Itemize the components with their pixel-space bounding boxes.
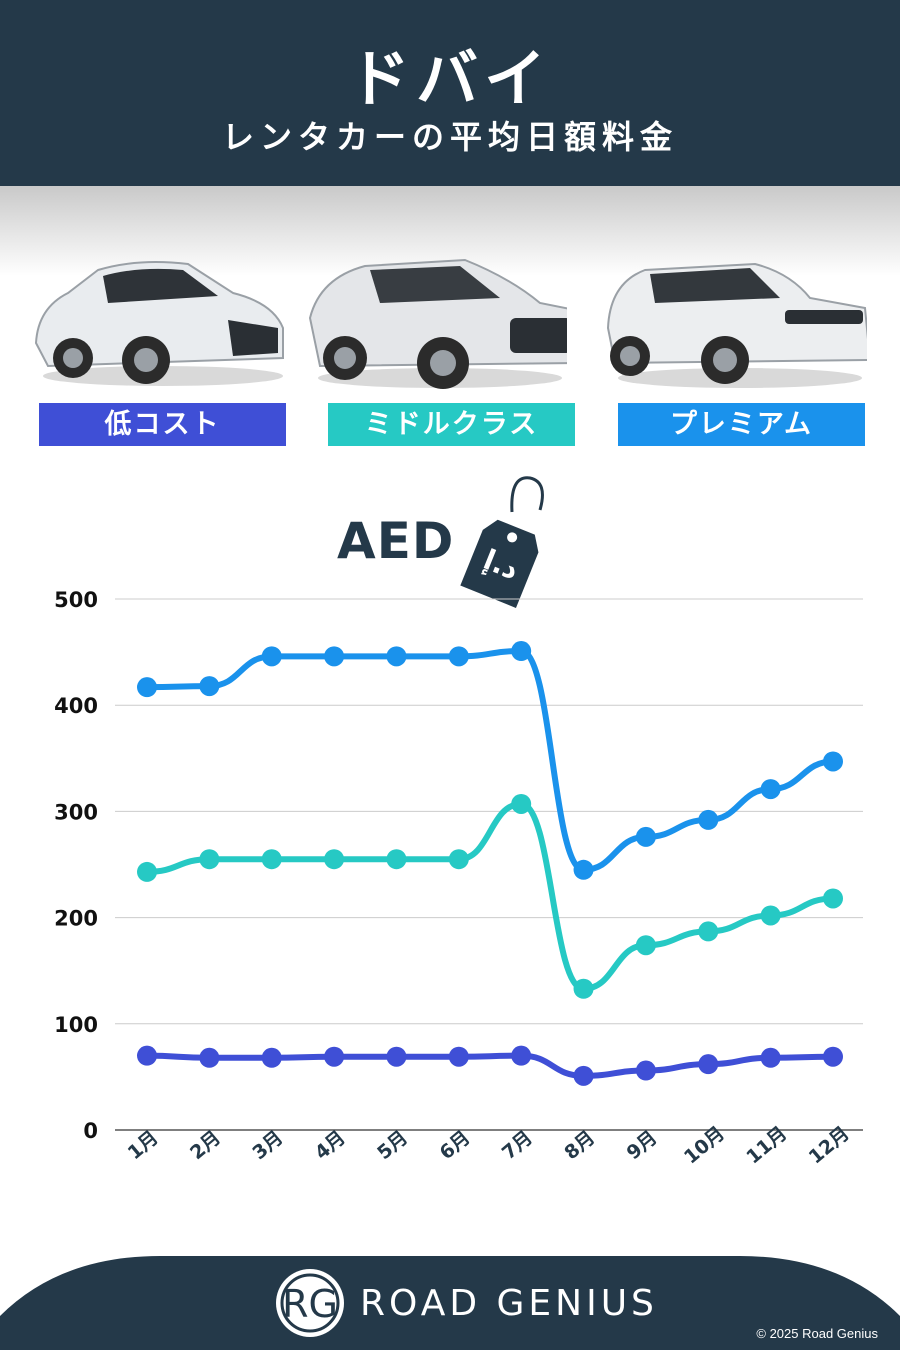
data-point [448,849,469,870]
data-point [760,779,781,800]
footer-banner: RG [0,1256,900,1350]
data-point [137,1045,157,1066]
brand-name: ROAD GENIUS [360,1283,658,1324]
y-tick-label: 500 [54,588,98,612]
x-tick-label: 3月 [248,1127,287,1165]
y-tick-label: 400 [54,694,98,718]
logo-mark: RG [282,1282,338,1326]
data-point [324,646,345,667]
data-point [324,1046,345,1067]
category-label-text: ミドルクラス [364,409,539,440]
x-tick-label: 8月 [560,1127,599,1165]
data-point [261,646,282,667]
data-point [261,849,282,870]
x-tick-label: 6月 [436,1127,475,1165]
x-tick-label: 2月 [186,1127,225,1165]
data-point [511,793,532,814]
header-banner: ドバイ レンタカーの平均日額料金 [0,0,900,186]
premium-suv-car-image [606,262,867,388]
category-label-premium: プレミアム [618,403,865,446]
data-point [448,1046,469,1067]
chart-series [137,641,843,1086]
data-point [760,1047,781,1068]
data-point [573,1065,594,1086]
data-point [698,921,719,942]
data-point [137,861,157,882]
data-point [823,751,843,772]
x-tick-label: 9月 [623,1127,662,1165]
data-point [448,646,469,667]
data-point [386,849,407,870]
category-label-mid-class: ミドルクラス [328,403,575,446]
price-tag-icon: د.إ [460,476,544,608]
data-point [137,677,157,698]
logo-circle [276,1269,344,1337]
data-point [199,1047,220,1068]
category-label-text: プレミアム [669,409,814,440]
y-tick-label: 300 [54,800,98,824]
data-point [199,849,220,870]
y-tick-label: 200 [54,907,98,931]
chart-grid [115,598,863,1131]
x-tick-label: 4月 [311,1127,350,1165]
series-line [146,1052,834,1079]
data-point [511,1045,532,1066]
data-point [386,1046,407,1067]
data-point [199,676,220,697]
page-subtitle: レンタカーの平均日額料金 [221,118,678,156]
data-point [635,935,656,956]
y-tick-label: 100 [54,1013,98,1037]
data-point [823,1046,843,1067]
currency-label: AED [337,512,455,570]
page-title: ドバイ [347,42,552,115]
data-point [261,1047,282,1068]
data-point [698,1054,719,1075]
data-point [760,905,781,926]
x-tick-label: 7月 [498,1127,537,1165]
data-point [386,646,407,667]
y-axis-labels: 0 100 200 300 400 500 [54,588,98,1143]
category-label-text: 低コスト [104,409,221,440]
category-label-low-cost: 低コスト [39,403,286,446]
data-point [698,809,719,830]
x-tick-label: 5月 [373,1127,412,1165]
data-point [573,978,594,999]
series-line [146,800,834,992]
data-point [324,849,345,870]
data-point [573,859,594,880]
x-tick-label: 1月 [124,1127,163,1165]
data-point [511,641,532,662]
copyright-text: © 2025 Road Genius [756,1326,878,1341]
hatchback-car-image [34,261,284,386]
data-point [635,1060,656,1081]
y-tick-label: 0 [83,1119,98,1143]
suv-car-image [308,258,567,389]
data-point [823,888,843,909]
data-point [635,826,656,847]
